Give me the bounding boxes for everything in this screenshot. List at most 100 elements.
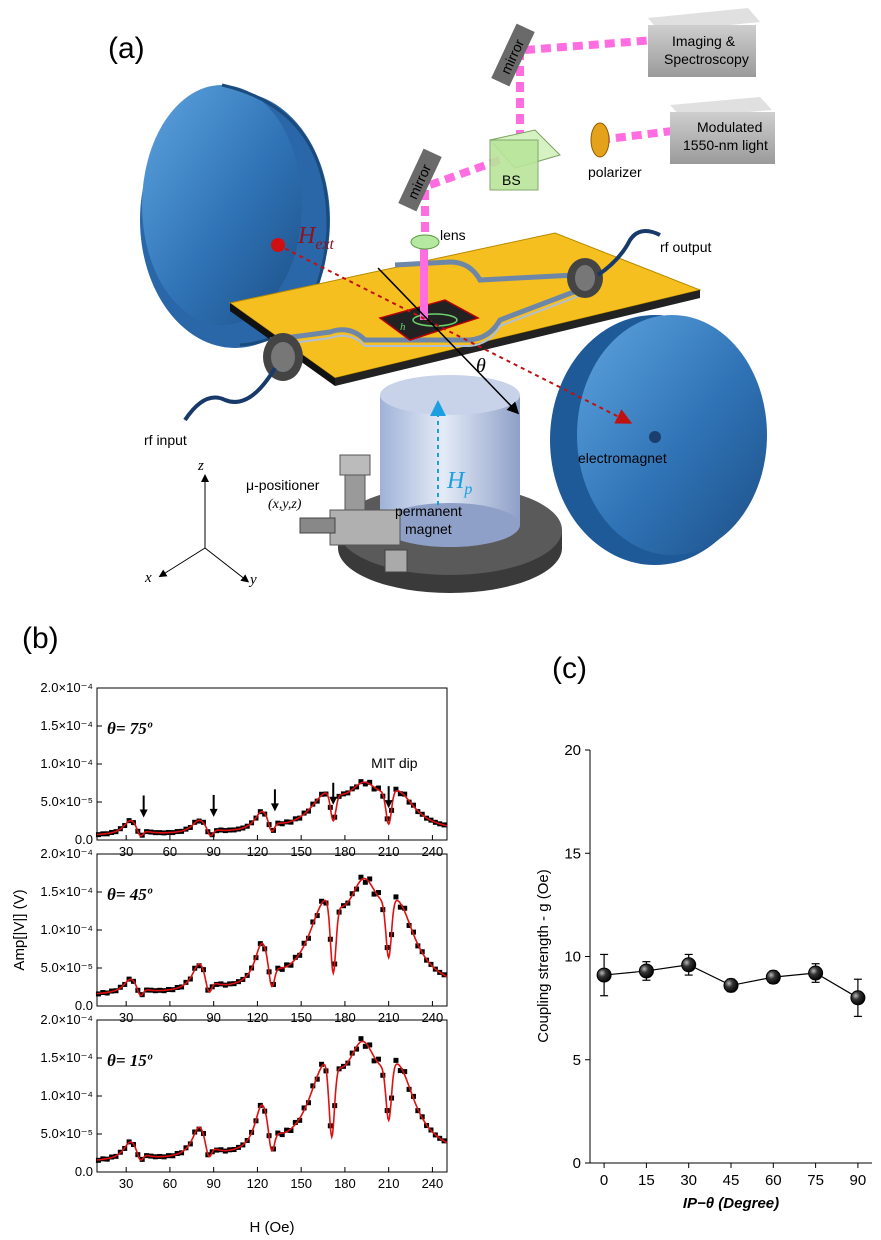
data-point (301, 940, 307, 946)
x-tick-label: 150 (290, 844, 312, 859)
data-point (284, 1127, 290, 1133)
data-point (362, 781, 368, 787)
x-tick-label: 15 (638, 1172, 655, 1189)
data-point (275, 1130, 281, 1136)
data-point (279, 1132, 285, 1138)
data-point (850, 990, 866, 1006)
data-point (723, 977, 739, 993)
permanent-magnet-label-2: magnet (405, 521, 452, 537)
y-tick-label: 0.0 (75, 998, 93, 1013)
y-tick-label: 20 (564, 742, 581, 759)
right-electromagnet (550, 315, 767, 565)
axis-y-label: y (248, 572, 257, 588)
data-point (292, 954, 298, 960)
x-tick-label: 90 (850, 1172, 867, 1189)
polarizer-label: polarizer (588, 164, 642, 180)
ip-axis-arrow (377, 267, 520, 415)
data-point (358, 874, 364, 880)
data-point (284, 962, 290, 968)
data-point (297, 1117, 303, 1123)
data-point (196, 1126, 202, 1132)
permanent-magnet-label-1: permanent (395, 503, 462, 519)
imaging-label-2: Spectroscopy (664, 51, 749, 67)
x-tick-label: 150 (290, 1176, 312, 1191)
theta-label: θ= 15º (107, 1051, 153, 1070)
data-point (310, 919, 316, 925)
h-ext-axis (277, 244, 633, 424)
x-tick-label: 210 (378, 844, 400, 859)
data-point (367, 779, 373, 785)
panel-label-c: (c) (552, 652, 587, 685)
data-point (397, 1068, 403, 1074)
data-point (393, 786, 399, 792)
y-tick-label: 1.5×10⁻⁴ (40, 1050, 93, 1065)
panel-c-chart: 0 5 10 15 20 0 15 30 45 60 75 90 IP−θ (Degree) Coupli… (535, 742, 872, 1212)
imaging-label-1: Imaging & (672, 33, 736, 49)
dip-arrow-head (329, 796, 338, 805)
y-tick-label: 2.0×10⁻⁴ (40, 846, 93, 861)
x-tick-label: 90 (206, 844, 220, 859)
y-axis-title: Amp[|V|] (V) (11, 889, 28, 970)
y-tick-label: 1.0×10⁻⁴ (40, 922, 93, 937)
beam-left (428, 156, 502, 189)
data-point (808, 965, 824, 981)
polarizer-icon (590, 122, 610, 158)
beam-right (599, 126, 681, 144)
data-point (305, 935, 311, 941)
h-ext-origin-dot (271, 238, 285, 252)
y-tick-label: 5.0×10⁻⁵ (41, 1126, 93, 1141)
modulated-label-2: 1550-nm light (683, 137, 768, 153)
x-tick-label: 30 (680, 1172, 697, 1189)
data-point (402, 791, 408, 797)
modulated-label-1: Modulated (697, 119, 762, 135)
panel-label-b: (b) (22, 622, 59, 655)
fit-curve (96, 877, 448, 997)
data-point (362, 1043, 368, 1049)
electromagnet-label: electromagnet (578, 450, 667, 466)
data-point (358, 779, 364, 785)
panel-label-a: (a) (108, 32, 145, 65)
y-tick-label: 1.5×10⁻⁴ (40, 884, 93, 899)
x-tick-label: 90 (206, 1176, 220, 1191)
y-tick-label: 5 (573, 1052, 581, 1069)
data-point (375, 785, 381, 791)
data-point (319, 898, 325, 904)
magnet-center-dot (649, 431, 661, 443)
x-tick-label: 60 (163, 1010, 177, 1025)
data-point (292, 1119, 298, 1125)
positioner-label-1: μ-positioner (246, 477, 320, 493)
y-axis-title: Coupling strength - g (Oe) (535, 869, 552, 1042)
permanent-magnet (338, 375, 562, 593)
dip-arrow-head (270, 803, 279, 812)
data-point (288, 1128, 294, 1134)
micro-positioner (299, 454, 408, 573)
y-tick-label: 5.0×10⁻⁵ (41, 794, 93, 809)
rf-connectors (183, 229, 661, 422)
data-point (393, 1057, 399, 1063)
positioner-label-2: (x,y,z) (268, 497, 302, 512)
data-point (196, 963, 202, 969)
data-point (397, 791, 403, 797)
h-small-label: h (400, 321, 406, 333)
data-point (354, 1046, 360, 1052)
x-tick-label: 180 (334, 1176, 356, 1191)
x-tick-label: 30 (119, 1176, 133, 1191)
mit-dip-annotation: MIT dip (371, 755, 418, 771)
data-point (275, 965, 281, 971)
y-tick-label: 0 (573, 1155, 581, 1172)
fit-curve (96, 1040, 448, 1161)
data-point (402, 1069, 408, 1075)
imaging-box: Imaging & Spectroscopy (648, 8, 760, 77)
y-tick-label: 1.5×10⁻⁴ (40, 718, 93, 733)
fit-curve (97, 781, 448, 837)
y-tick-label: 2.0×10⁻⁴ (40, 1012, 93, 1027)
x-axis-title: H (Oe) (250, 1219, 295, 1236)
y-tick-label: 0.0 (75, 832, 93, 847)
lens-label: lens (440, 227, 466, 243)
y-tick-label: 10 (564, 949, 581, 966)
data-point (371, 786, 377, 792)
dip-arrow-head (139, 809, 148, 818)
x-tick-label: 210 (378, 1010, 400, 1025)
data-point (297, 952, 303, 958)
optics: BS polarizer mirror mirror lens (398, 23, 681, 320)
